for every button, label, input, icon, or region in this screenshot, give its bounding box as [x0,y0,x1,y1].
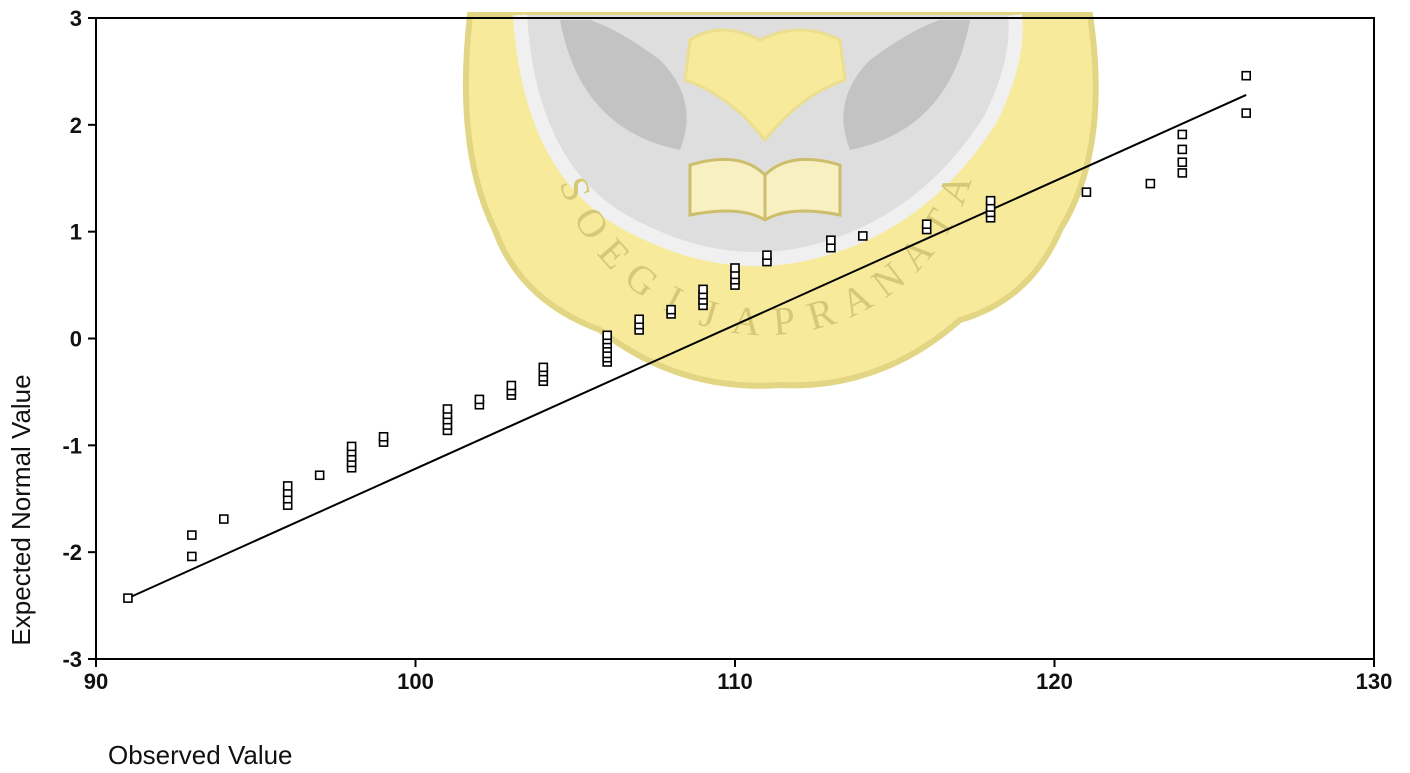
data-point [921,219,932,229]
y-axis-label: Expected Normal Value [6,374,36,645]
data-point [538,362,549,373]
data-point [378,431,389,442]
y-tick-label: 3 [70,6,82,31]
data-point [826,235,836,246]
data-point [602,330,613,341]
data-point [506,380,517,391]
data-point [730,263,740,273]
data-point [1177,157,1188,168]
x-tick-label: 90 [84,669,108,694]
data-point [442,404,453,414]
y-tick-label: -3 [62,647,82,672]
seal-dark-wing-right [843,20,970,150]
data-point [1145,178,1156,189]
y-tick-label: -2 [62,540,82,565]
data-point [762,250,772,260]
data-point [219,514,229,524]
x-tick-label: 100 [397,669,434,694]
x-axis: 90 100 110 120 130 [84,659,1393,694]
y-tick-label: 1 [70,220,82,245]
seal-letter: P [771,297,797,344]
seal-crown-scroll [683,28,847,143]
data-point [123,593,133,603]
seal-dark-wing-left [560,20,687,150]
x-tick-label: 110 [717,669,753,694]
data-point [1177,129,1188,140]
data-point [634,314,644,325]
data-point [1081,187,1092,197]
x-tick-label: 130 [1356,669,1393,694]
y-axis: 3 2 1 0 -1 -2 -3 [62,6,96,672]
data-point [1177,144,1188,155]
data-point [698,284,708,295]
data-point [346,441,357,452]
university-seal-watermark: SOEGIJAPRANATA [462,12,1099,389]
y-tick-label: 0 [70,327,82,352]
data-point [474,394,485,405]
data-points [123,70,1251,603]
data-point [314,470,325,481]
data-point [1177,168,1188,178]
data-point [282,481,293,491]
x-tick-label: 120 [1036,669,1073,694]
data-point [1241,70,1251,81]
y-tick-label: -1 [62,433,82,458]
data-point [187,530,197,540]
normal-reference-line [127,94,1247,600]
y-tick-label: 2 [70,113,82,138]
data-point [1241,108,1251,118]
data-point [857,231,868,241]
data-point [187,551,197,562]
x-axis-label: Observed Value [108,740,293,770]
data-point [666,304,676,315]
data-point [985,195,996,206]
